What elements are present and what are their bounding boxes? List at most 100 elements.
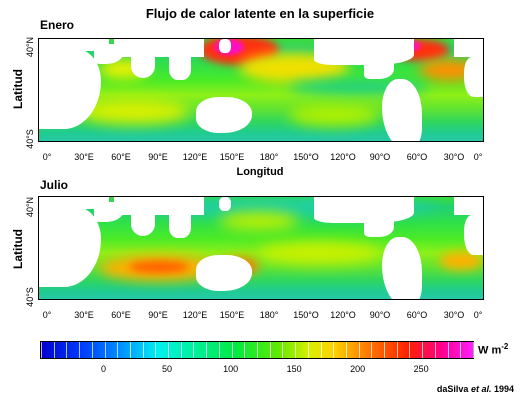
lon-tick-150e: 150°E [219,310,245,320]
colorbar-division [218,342,220,358]
land-central-america [364,217,394,237]
lon-tick-90e: 90°E [148,152,168,162]
colorbar-division [345,342,347,358]
lon-tick-90o: 90°O [369,152,391,162]
lon-tick-60o: 60°O [406,152,428,162]
lon-tick-60o: 60°O [406,310,428,320]
lon-tick-120e: 120°E [182,310,208,320]
land-south-america [382,79,422,141]
colorbar-division [473,342,474,358]
lon-tick-150o: 150°O [293,152,319,162]
credit-etal: et al. [470,384,492,394]
units-main: W m [478,344,502,357]
colorbar [40,341,474,359]
colorbar-division [193,342,195,358]
lon-tick-0w: 0° [473,310,483,320]
land-west-africa [464,57,483,97]
colorbar-division [409,342,411,358]
lon-tick-30o: 30°O [443,152,465,162]
lat-axis-label-enero: Latitud [11,69,25,109]
colorbar-tick-label: 200 [350,364,366,374]
colorbar-division [269,342,271,358]
colorbar-tick-label: 150 [286,364,302,374]
colorbar-division [295,342,297,358]
colorbar-division [307,342,309,358]
credit: daSilva et al. 1994 [437,384,514,394]
colorbar-division [129,342,131,358]
lon-tick-180: 180° [259,310,279,320]
colorbar-division [142,342,144,358]
land-south-america [382,237,422,299]
colorbar-tick-label: 100 [223,364,239,374]
lon-tick-60e: 60°E [111,310,131,320]
lon-tick-0w: 0° [473,152,483,162]
lon-tick-120e: 120°E [182,152,208,162]
colorbar-division [79,342,81,358]
colorbar-division [180,342,182,358]
colorbar-division [422,342,424,358]
lon-tick-0e: 0° [42,310,52,320]
colorbar-division [41,342,42,358]
land-australia [196,97,252,133]
colorbar-division [206,342,208,358]
land-europe-africa [39,39,109,51]
warm-band-south-indian [79,99,189,124]
lon-tick-30e: 30°E [74,310,94,320]
lon-tick-150e: 150°E [219,152,245,162]
colorbar-division [333,342,335,358]
warm-band-atlantic [439,252,483,270]
land-australia [196,255,252,291]
lon-tick-120o: 120°O [330,310,356,320]
colorbar-division [117,342,119,358]
land-west-africa [464,215,483,255]
lon-ticks-julio: 0° 30°E 60°E 90°E 120°E 150°E 180° 150°O… [38,310,483,322]
lon-tick-90o: 90°O [369,310,391,320]
lon-tick-30e: 30°E [74,152,94,162]
colorbar-division [396,342,398,358]
land-indochina [169,212,191,238]
lon-ticks-enero: 0° 30°E 60°E 90°E 120°E 150°E 180° 150°O… [38,152,483,164]
land-india [131,212,155,236]
lon-tick-150o: 150°O [293,310,319,320]
lat-tick-40n-julio: 40°N [25,196,35,218]
lon-tick-0e: 0° [42,152,52,162]
lon-tick-60e: 60°E [111,152,131,162]
warm-band-pacific [259,242,379,264]
colorbar-division [244,342,246,358]
colorbar-division [91,342,93,358]
colorbar-tick-label: 0 [101,364,107,374]
panel-label-julio: Julio [40,178,69,192]
colorbar-division [257,342,258,358]
lat-tick-40s-enero: 40°S [25,129,35,149]
land-japan [219,197,231,211]
colorbar-division [460,342,462,358]
land-europe-east [454,197,483,215]
colorbar-division [434,342,436,358]
colorbar-division [66,342,68,358]
colorbar-division [104,342,106,358]
lon-tick-30o: 30°O [443,310,465,320]
land-indochina [169,54,191,80]
lon-axis-label: Longitud [236,166,284,178]
panel-label-enero: Enero [40,18,75,32]
lat-tick-40n-enero: 40°N [25,36,35,58]
land-africa [39,207,101,287]
colorbar-division [168,342,170,358]
land-japan [219,39,231,53]
colorbar-tick-label: 50 [162,364,173,374]
units-exponent: -2 [501,342,509,351]
lon-tick-180: 180° [259,152,279,162]
warm-band-north-pacific [219,212,299,230]
colorbar-division [155,342,157,358]
land-asia [114,39,204,57]
chart-title: Flujo de calor latente en la superficie [145,6,375,21]
credit-author: daSilva [436,384,469,394]
lon-tick-90e: 90°E [148,310,168,320]
colorbar-tick-label: 250 [413,364,429,374]
colorbar-division [282,342,284,358]
colorbar-division [358,342,360,358]
colorbar-division [447,342,449,358]
colorbar-division [231,342,233,358]
warm-core-south-indian [129,261,189,273]
lon-tick-120o: 120°O [330,152,356,162]
